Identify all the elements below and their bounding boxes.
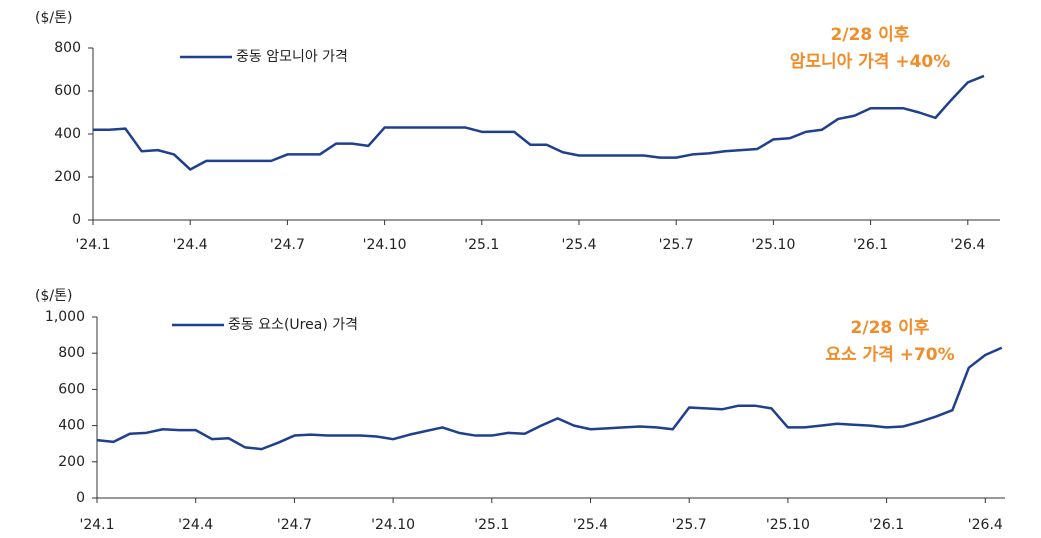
unit-label: ($/톤) bbox=[35, 10, 72, 26]
x-tick-label: '26.1 bbox=[853, 237, 888, 253]
x-tick-label: '24.1 bbox=[79, 517, 114, 533]
x-tick-label: '25.7 bbox=[672, 517, 707, 533]
x-tick-label: '24.4 bbox=[173, 237, 208, 253]
data-line bbox=[96, 346, 1003, 451]
y-tick-label: 200 bbox=[54, 169, 81, 185]
x-tick-label: '24.7 bbox=[270, 237, 305, 253]
y-tick-label: 0 bbox=[76, 490, 85, 506]
y-tick-label: 800 bbox=[54, 40, 81, 56]
legend-label: 중동 암모니아 가격 bbox=[236, 49, 348, 65]
unit-label: ($/톤) bbox=[35, 288, 72, 304]
legend-label: 중동 요소(Urea) 가격 bbox=[228, 317, 358, 333]
y-tick-label: 0 bbox=[72, 212, 81, 228]
x-tick-label: '25.4 bbox=[561, 237, 596, 253]
annotation: 2/28 이후 bbox=[851, 317, 930, 338]
x-tick-label: '25.4 bbox=[573, 517, 608, 533]
annotation: 2/28 이후 bbox=[831, 24, 910, 45]
x-tick-label: '25.10 bbox=[766, 517, 810, 533]
x-tick-label: '24.7 bbox=[277, 517, 312, 533]
y-tick-label: 600 bbox=[58, 381, 85, 397]
y-tick-label: 400 bbox=[54, 126, 81, 142]
x-tick-label: '24.1 bbox=[75, 237, 110, 253]
x-tick-label: '26.4 bbox=[950, 237, 985, 253]
x-tick-label: '26.1 bbox=[869, 517, 904, 533]
x-tick-label: '24.10 bbox=[371, 517, 415, 533]
annotation: 요소 가격 +70% bbox=[825, 345, 954, 365]
x-tick-label: '24.4 bbox=[178, 517, 213, 533]
y-tick-label: 200 bbox=[58, 454, 85, 470]
x-tick-label: '24.10 bbox=[363, 237, 407, 253]
data-line bbox=[93, 74, 985, 171]
y-tick-label: 600 bbox=[54, 83, 81, 99]
y-tick-label: 1,000 bbox=[45, 309, 85, 325]
x-tick-label: '25.7 bbox=[659, 237, 694, 253]
x-tick-label: '25.1 bbox=[474, 517, 509, 533]
x-tick-label: '25.10 bbox=[751, 237, 795, 253]
y-tick-label: 800 bbox=[58, 345, 85, 361]
annotation: 암모니아 가격 +40% bbox=[790, 52, 951, 72]
x-tick-label: '26.4 bbox=[968, 517, 1003, 533]
x-tick-label: '25.1 bbox=[464, 237, 499, 253]
y-tick-label: 400 bbox=[58, 418, 85, 434]
